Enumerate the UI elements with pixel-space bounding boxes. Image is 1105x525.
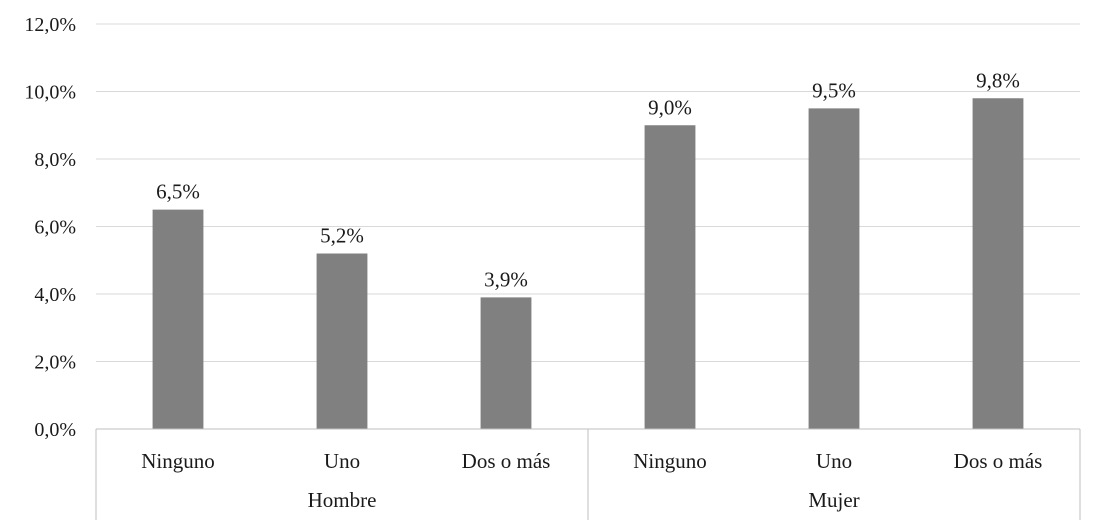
bar	[316, 253, 368, 429]
y-tick-label: 8,0%	[34, 149, 76, 171]
y-tick-label: 12,0%	[24, 14, 76, 36]
data-label: 9,5%	[812, 78, 856, 102]
category-labels: Ninguno Uno Dos o más Hombre Ninguno Uno Dos o…	[141, 449, 1042, 512]
data-labels: 6,5% 5,2% 3,9% 9,0% 9,5% 9,8%	[156, 68, 1020, 291]
group-label: Hombre	[308, 488, 377, 512]
y-axis-ticks: 0,0% 2,0% 4,0% 6,0% 8,0% 10,0% 12,0%	[24, 14, 76, 441]
y-tick-label: 2,0%	[34, 352, 76, 374]
y-tick-label: 4,0%	[34, 284, 76, 306]
bar	[808, 108, 860, 429]
gridlines	[96, 23, 1080, 362]
data-label: 3,9%	[484, 267, 528, 291]
data-label: 6,5%	[156, 180, 200, 204]
group-label: Mujer	[808, 488, 859, 512]
category-label: Ninguno	[141, 449, 215, 473]
category-label: Dos o más	[462, 449, 551, 473]
bars	[152, 98, 1024, 429]
data-label: 9,8%	[976, 68, 1020, 92]
x-axis	[95, 428, 1081, 520]
y-tick-label: 6,0%	[34, 217, 76, 239]
category-label: Uno	[324, 449, 360, 473]
category-label: Dos o más	[954, 449, 1043, 473]
category-label: Ninguno	[633, 449, 707, 473]
bar	[480, 297, 532, 429]
bar	[644, 125, 696, 429]
bar	[972, 98, 1024, 429]
data-label: 9,0%	[648, 95, 692, 119]
y-tick-label: 0,0%	[34, 419, 76, 441]
y-tick-label: 10,0%	[24, 82, 76, 104]
data-label: 5,2%	[320, 224, 364, 248]
category-label: Uno	[816, 449, 852, 473]
bar	[152, 209, 204, 429]
